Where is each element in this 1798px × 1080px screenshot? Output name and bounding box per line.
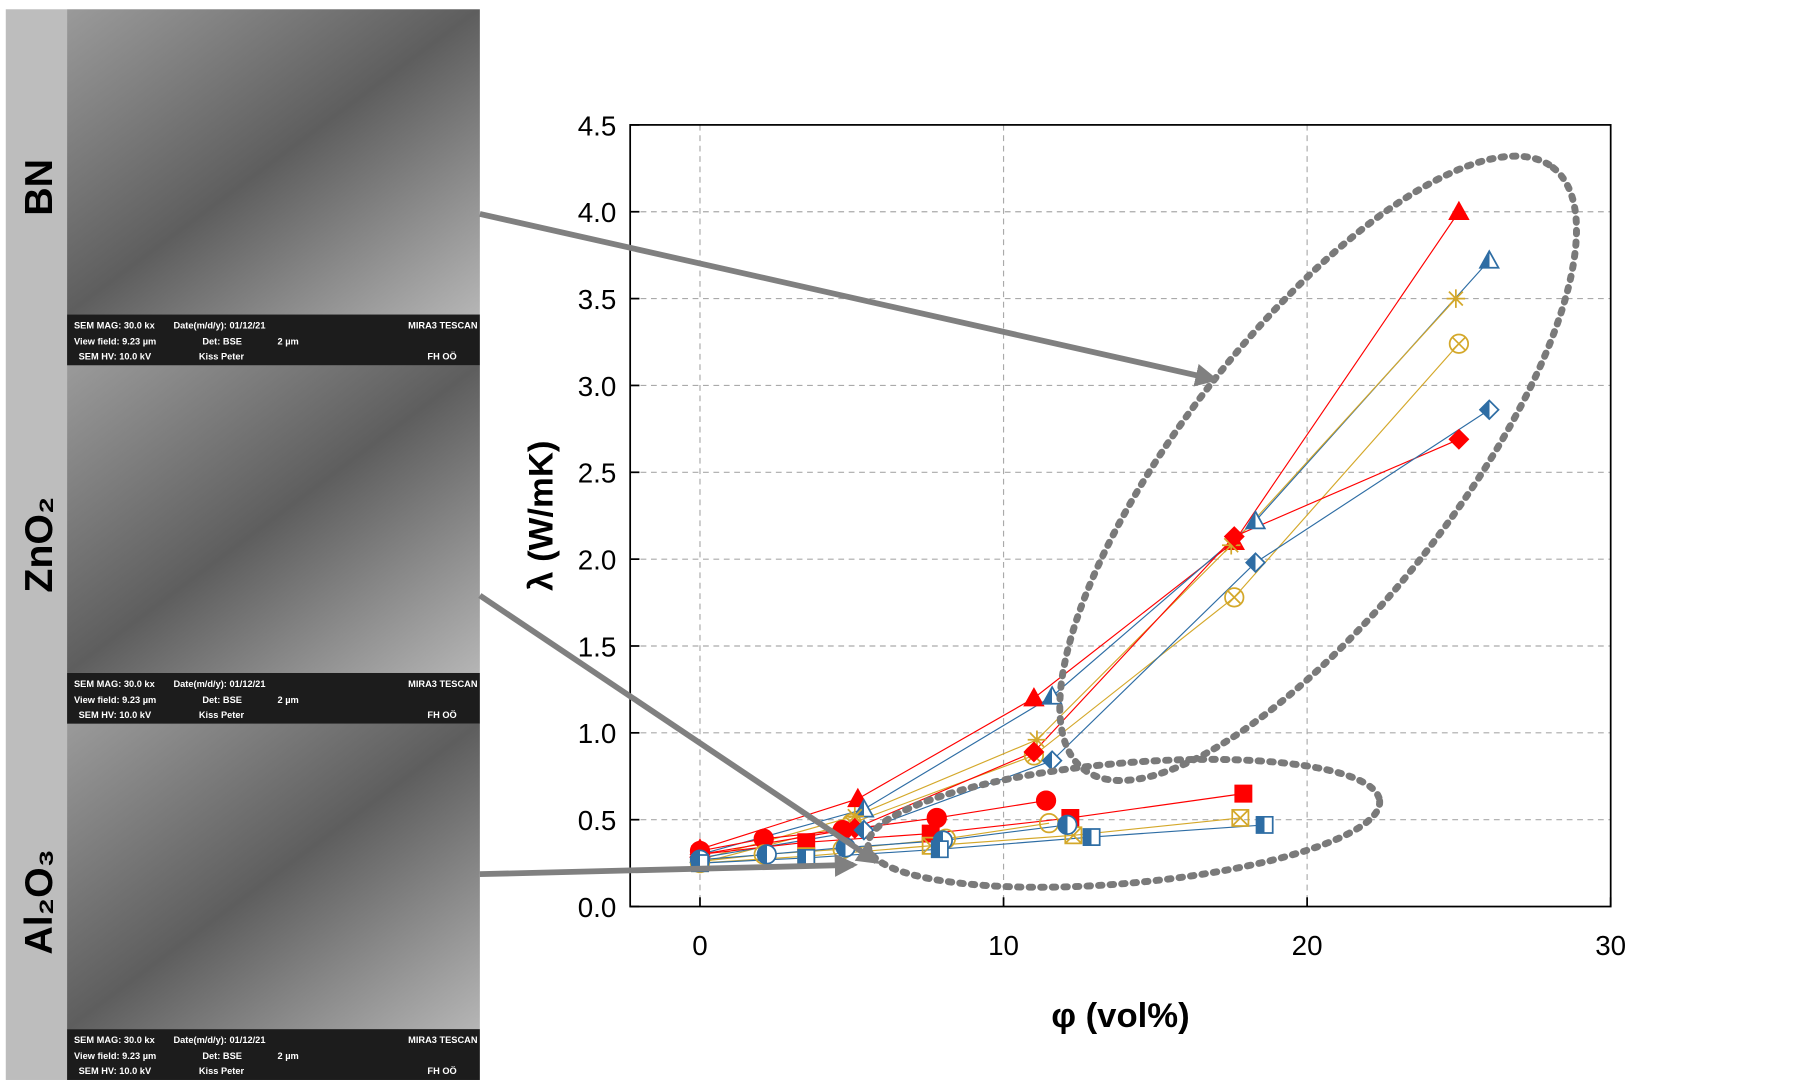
sem-info: 2 µm — [278, 695, 299, 705]
data-point — [1224, 587, 1245, 608]
sem-info: Date(m/d/y): 01/12/21 — [173, 679, 265, 689]
info-bar — [67, 672, 480, 724]
sem-info: 2 µm — [278, 337, 299, 347]
series-line — [699, 211, 1460, 850]
data-point — [1255, 815, 1274, 834]
x-tick-label: 20 — [1292, 930, 1323, 961]
sem-info: MIRA3 TESCAN — [408, 320, 478, 330]
sem-info: Kiss Peter — [199, 710, 245, 720]
sem-info: 2 µm — [278, 1051, 299, 1061]
sem-info: FH OÖ — [427, 710, 456, 720]
data-point — [926, 807, 947, 829]
y-tick-label: 3.0 — [578, 371, 617, 402]
arrow — [479, 853, 858, 878]
sem-info: Date(m/d/y): 01/12/21 — [173, 320, 265, 330]
sem-info: Det: BSE — [202, 695, 242, 705]
data-point — [845, 806, 865, 826]
data-point — [1244, 509, 1267, 530]
sem-info: MIRA3 TESCAN — [408, 679, 478, 689]
y-tick-label: 0.5 — [578, 805, 617, 836]
data-point — [1448, 428, 1470, 450]
info-bar — [67, 1029, 480, 1080]
arrow — [478, 593, 881, 865]
y-tick-label: 1.0 — [578, 718, 617, 749]
panel-label: ZnO₂ — [17, 497, 61, 593]
x-tick-label: 10 — [988, 930, 1019, 961]
sem-info: View field: 9.23 µm — [74, 337, 156, 347]
y-tick-label: 3.5 — [578, 284, 617, 315]
data-point — [930, 840, 949, 859]
y-axis-title: λ (W/mK) — [523, 441, 561, 591]
data-point — [1231, 808, 1250, 827]
data-point — [1478, 249, 1500, 269]
data-point — [1038, 813, 1060, 834]
data-point — [1448, 200, 1470, 221]
x-tick-label: 0 — [692, 930, 707, 961]
sem-info: Kiss Peter — [199, 352, 245, 362]
sem-info: View field: 9.23 µm — [74, 695, 156, 705]
data-point — [1223, 526, 1245, 548]
data-point — [1057, 814, 1078, 836]
data-point — [1221, 535, 1241, 555]
y-tick-label: 4.5 — [578, 110, 617, 141]
sem-image — [67, 365, 480, 673]
data-point — [1448, 333, 1470, 354]
sem-info: MIRA3 TESCAN — [408, 1035, 478, 1045]
sem-info: SEM MAG: 30.0 kx — [74, 679, 156, 689]
data-point — [1245, 552, 1266, 574]
sem-info: FH OÖ — [427, 352, 456, 362]
data-point — [1446, 289, 1466, 308]
group-ellipse — [1056, 152, 1580, 784]
y-tick-label: 2.0 — [578, 545, 617, 576]
sem-info: Date(m/d/y): 01/12/21 — [173, 1035, 265, 1045]
panel-label: BN — [17, 159, 61, 216]
sem-info: Det: BSE — [202, 1051, 242, 1061]
data-point — [1023, 741, 1045, 763]
data-point — [1023, 687, 1045, 707]
panel-label: Al₂O₃ — [17, 849, 61, 955]
sem-info: SEM HV: 10.0 kV — [79, 1066, 152, 1076]
y-tick-label: 4.0 — [578, 197, 617, 228]
info-bar — [67, 314, 480, 366]
data-point — [756, 844, 777, 865]
sem-info: FH OÖ — [427, 1066, 456, 1076]
data-point — [1234, 784, 1253, 803]
x-axis-title: φ (vol%) — [1051, 997, 1189, 1035]
data-point — [1035, 790, 1057, 811]
plot-frame — [629, 124, 1612, 908]
sem-image — [67, 723, 480, 1030]
sem-image — [67, 9, 480, 315]
x-tick-label: 30 — [1595, 930, 1626, 961]
sem-info: Det: BSE — [202, 337, 242, 347]
y-tick-label: 0.0 — [578, 892, 617, 923]
sem-info: SEM MAG: 30.0 kx — [74, 320, 156, 330]
series-line — [699, 793, 1244, 856]
y-tick-label: 2.5 — [578, 458, 617, 489]
arrow — [479, 211, 1219, 387]
data-point — [1478, 399, 1500, 421]
sem-info: SEM MAG: 30.0 kx — [74, 1035, 156, 1045]
sem-info: SEM HV: 10.0 kV — [79, 710, 152, 720]
data-point — [1082, 828, 1101, 847]
sem-info: SEM HV: 10.0 kV — [79, 352, 152, 362]
sem-info: Kiss Peter — [199, 1066, 245, 1076]
data-point — [1027, 730, 1047, 750]
y-tick-label: 1.5 — [578, 631, 617, 662]
label-strip — [5, 9, 68, 1080]
sem-info: View field: 9.23 µm — [74, 1051, 156, 1061]
